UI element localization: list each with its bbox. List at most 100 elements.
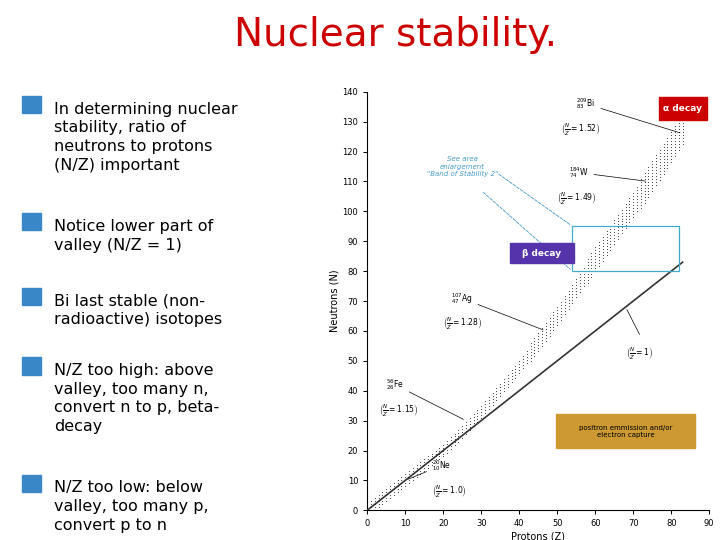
Point — [670, 143, 681, 151]
Point — [380, 485, 392, 494]
Point — [548, 311, 559, 320]
Point — [600, 233, 612, 241]
Point — [600, 248, 612, 256]
Point — [665, 145, 677, 154]
Point — [627, 194, 639, 203]
Point — [388, 485, 400, 494]
Point — [555, 309, 567, 318]
Text: $^{107}_{47}$Ag: $^{107}_{47}$Ag — [451, 291, 543, 330]
Point — [430, 452, 441, 461]
Point — [597, 238, 608, 247]
Point — [616, 229, 628, 238]
Point — [528, 346, 540, 355]
Point — [533, 335, 544, 343]
Point — [536, 339, 548, 347]
Point — [650, 163, 662, 172]
Point — [384, 482, 396, 491]
Point — [570, 281, 582, 289]
Point — [608, 216, 620, 225]
Point — [540, 328, 552, 336]
Point — [449, 432, 460, 441]
Point — [670, 137, 681, 145]
Point — [392, 482, 403, 491]
Point — [658, 163, 670, 172]
Text: positron emmission and/or
electron capture: positron emmission and/or electron captu… — [579, 424, 672, 437]
Point — [639, 195, 650, 204]
Point — [552, 306, 563, 314]
Point — [647, 163, 658, 172]
Point — [422, 455, 433, 464]
Point — [605, 227, 616, 236]
Point — [593, 247, 605, 255]
Point — [597, 244, 608, 253]
Point — [627, 206, 639, 215]
Point — [643, 178, 654, 186]
Point — [533, 341, 544, 349]
Point — [635, 180, 647, 189]
Point — [433, 443, 445, 452]
Point — [600, 245, 612, 254]
Point — [377, 488, 388, 497]
Point — [418, 467, 430, 476]
Point — [480, 406, 491, 415]
Point — [590, 252, 601, 260]
Point — [662, 158, 673, 166]
Point — [456, 434, 468, 442]
Point — [647, 172, 658, 180]
Point — [536, 336, 548, 345]
Point — [559, 298, 570, 306]
Point — [369, 500, 381, 509]
Point — [597, 235, 608, 244]
Point — [627, 192, 639, 200]
Point — [438, 446, 449, 455]
Point — [521, 350, 533, 359]
Point — [673, 139, 685, 148]
Point — [670, 139, 681, 148]
Point — [525, 345, 536, 354]
Point — [616, 220, 628, 229]
Point — [635, 183, 647, 192]
Point — [510, 373, 521, 382]
Point — [635, 204, 647, 213]
Point — [631, 207, 643, 215]
Point — [480, 397, 491, 406]
Point — [433, 446, 445, 455]
Point — [612, 217, 624, 225]
Point — [673, 116, 685, 124]
Point — [590, 249, 601, 258]
Point — [616, 226, 628, 235]
Point — [639, 198, 650, 207]
Point — [658, 170, 670, 178]
Point — [600, 239, 612, 247]
Point — [502, 382, 513, 391]
Point — [490, 387, 502, 396]
Point — [407, 467, 418, 476]
Point — [575, 287, 586, 296]
Point — [468, 416, 480, 424]
Point — [559, 292, 570, 300]
Point — [658, 157, 670, 166]
Point — [665, 151, 677, 160]
Point — [445, 436, 456, 444]
Point — [433, 449, 445, 458]
Point — [677, 118, 688, 127]
Point — [658, 145, 670, 154]
Point — [605, 246, 616, 254]
Point — [441, 437, 453, 445]
Point — [662, 160, 673, 169]
FancyBboxPatch shape — [556, 414, 695, 448]
Point — [662, 137, 673, 145]
Point — [475, 404, 487, 413]
Point — [677, 110, 688, 118]
Point — [559, 295, 570, 303]
Point — [498, 384, 510, 393]
Point — [612, 234, 624, 243]
Point — [555, 315, 567, 324]
Point — [506, 366, 518, 375]
Point — [563, 286, 575, 295]
Point — [460, 430, 472, 438]
Text: $^{209}_{83}$Bi: $^{209}_{83}$Bi — [576, 96, 680, 133]
Point — [578, 275, 590, 284]
Point — [373, 503, 384, 511]
Point — [620, 218, 631, 226]
